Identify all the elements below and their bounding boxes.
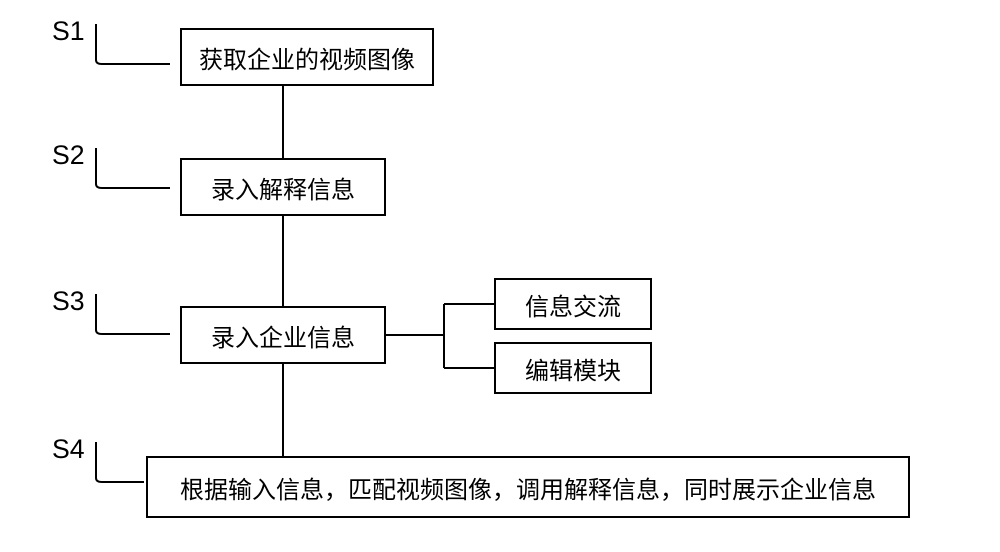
side-box-info-exchange: 信息交流 bbox=[494, 278, 652, 330]
side-text-info-exchange: 信息交流 bbox=[525, 287, 621, 322]
side-text-edit-module: 编辑模块 bbox=[525, 351, 621, 386]
step-label-s1: S1 bbox=[52, 16, 85, 47]
step-box-s3: 录入企业信息 bbox=[180, 306, 386, 364]
diagram-stage: S1 获取企业的视频图像 S2 录入解释信息 S3 录入企业信息 信息交流 编辑… bbox=[0, 0, 1000, 552]
step-text-s3: 录入企业信息 bbox=[211, 318, 355, 353]
side-box-edit-module: 编辑模块 bbox=[494, 342, 652, 394]
step-mark-s4 bbox=[96, 442, 144, 482]
step-box-s4: 根据输入信息，匹配视频图像，调用解释信息，同时展示企业信息 bbox=[146, 456, 910, 518]
step-mark-s2 bbox=[96, 148, 170, 188]
step-label-s2: S2 bbox=[52, 140, 85, 171]
step-mark-s1 bbox=[96, 24, 170, 64]
step-label-s3: S3 bbox=[52, 286, 85, 317]
step-text-s2: 录入解释信息 bbox=[211, 170, 355, 205]
step-label-s4: S4 bbox=[52, 434, 85, 465]
step-text-s1: 获取企业的视频图像 bbox=[199, 40, 415, 75]
step-text-s4: 根据输入信息，匹配视频图像，调用解释信息，同时展示企业信息 bbox=[180, 470, 876, 505]
step-box-s2: 录入解释信息 bbox=[180, 158, 386, 216]
step-box-s1: 获取企业的视频图像 bbox=[180, 28, 434, 86]
step-mark-s3 bbox=[96, 294, 170, 334]
